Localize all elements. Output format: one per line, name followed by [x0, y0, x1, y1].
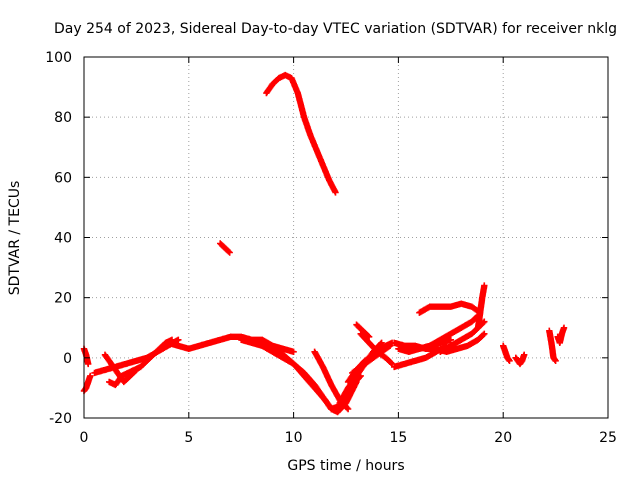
y-axis-label: SDTVAR / TECUs [7, 181, 23, 296]
series-arc-3 [80, 345, 92, 368]
x-tick-label: 5 [184, 430, 193, 446]
data-markers [80, 71, 568, 416]
series-arc-25 [474, 282, 488, 331]
series-arc-8 [164, 333, 234, 352]
grid [84, 57, 608, 418]
data-point-marks [106, 336, 176, 389]
data-point-marks [500, 342, 513, 364]
y-tick-label: -20 [49, 411, 72, 427]
data-point-marks [353, 321, 373, 340]
x-tick-label: 20 [494, 430, 512, 446]
series-arc-11 [259, 342, 360, 416]
data-point-marks [80, 372, 94, 395]
x-tick-label: 25 [599, 430, 617, 446]
series-arc-23 [416, 300, 484, 316]
data-point-marks [259, 342, 360, 416]
series-arc-26 [500, 342, 513, 364]
x-tick-label: 0 [80, 430, 89, 446]
y-tick-label: 0 [63, 351, 72, 367]
series-arc-4 [80, 372, 94, 395]
data-point-marks [416, 312, 482, 352]
data-point-marks [263, 71, 339, 196]
y-tick-label: 80 [54, 110, 72, 126]
data-point-marks [474, 282, 488, 331]
data-point-marks [311, 348, 352, 413]
x-tick-label: 10 [285, 430, 303, 446]
series-arc-17 [357, 330, 396, 368]
y-tick-label: 20 [54, 291, 72, 307]
x-tick-label: 15 [389, 430, 407, 446]
series-arc-7 [106, 336, 176, 389]
x-axis-label: GPS time / hours [287, 458, 404, 474]
series-arc-29 [554, 324, 568, 346]
y-tick-label: 60 [54, 170, 72, 186]
series-arc-1 [263, 71, 339, 196]
data-point-marks [80, 345, 92, 368]
y-tick-label: 40 [54, 231, 72, 247]
series-arc-22 [416, 312, 482, 352]
data-point-marks [512, 351, 528, 368]
data-point-marks [546, 327, 559, 364]
y-tick-label: 100 [45, 50, 72, 66]
series-arc-28 [546, 327, 559, 364]
data-point-marks [416, 300, 484, 316]
axis-ticks: 0 5 10 15 20 25 -20 0 20 40 60 80 100 [45, 50, 617, 446]
series-arc-18 [353, 321, 373, 340]
data-point-marks [554, 324, 568, 346]
data-point-marks [164, 333, 234, 352]
plot-frame [83, 56, 609, 419]
series-arc-2 [217, 240, 233, 256]
data-point-marks [357, 330, 396, 368]
chart-title: Day 254 of 2023, Sidereal Day-to-day VTE… [54, 21, 617, 37]
series-arc-27 [512, 351, 528, 368]
data-point-marks [217, 240, 233, 256]
series-arc-12 [311, 348, 352, 413]
